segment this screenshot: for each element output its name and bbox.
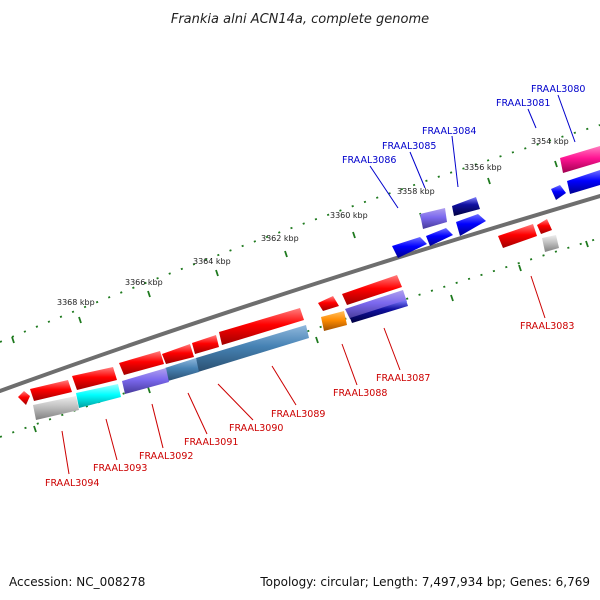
major-tick xyxy=(554,160,558,168)
gene-label-fraal3093: FRAAL3093 xyxy=(93,463,147,474)
gene-label-fraal3090: FRAAL3090 xyxy=(229,423,283,434)
major-tick xyxy=(352,231,356,239)
scale-label: 3360 kbp xyxy=(330,211,368,220)
scale-label: 3368 kbp xyxy=(57,298,95,307)
leader-line xyxy=(217,383,254,421)
leader-line xyxy=(105,418,118,461)
leader-line xyxy=(187,392,208,435)
gene-arrow-edge-left[interactable] xyxy=(18,391,30,405)
gene-label-fraal3086: FRAAL3086 xyxy=(342,155,396,166)
scale-label: 3356 kbp xyxy=(464,163,502,172)
gene-label-fraal3088: FRAAL3088 xyxy=(333,388,387,399)
gene-label-fraal3085: FRAAL3085 xyxy=(382,141,436,152)
major-tick xyxy=(147,290,151,298)
gene-label-fraal3083: FRAAL3083 xyxy=(520,321,574,332)
gene-arrow-fraal3093[interactable] xyxy=(72,367,117,390)
gene-arrow-fraal3084-pseudo[interactable] xyxy=(452,197,480,216)
scale-label: 3358 kbp xyxy=(397,187,435,196)
gene-arrow-fraal3087[interactable] xyxy=(342,275,402,305)
gene-arrow-fraal3083-b[interactable] xyxy=(537,219,552,234)
gene-arrow-fraal3084[interactable] xyxy=(456,214,486,236)
gene-arrow-fraal3089[interactable] xyxy=(219,308,304,345)
major-tick xyxy=(78,316,82,324)
gene-arrow-fraal3092-rna[interactable] xyxy=(122,368,169,394)
gene-label-fraal3084: FRAAL3084 xyxy=(422,126,476,137)
leader-line xyxy=(271,365,297,406)
gene-arrow-fraal3090[interactable] xyxy=(192,335,219,354)
scale-label: 3354 kbp xyxy=(531,137,569,146)
leader-line xyxy=(451,135,459,188)
gene-label-fraal3080: FRAAL3080 xyxy=(531,84,585,95)
gene-arrow-fraal3080[interactable] xyxy=(560,146,600,173)
major-tick xyxy=(147,386,151,394)
gene-arrow-fraal3083[interactable] xyxy=(498,224,537,248)
leader-line xyxy=(383,327,401,371)
accession-text: Accession: NC_008278 xyxy=(9,575,145,589)
major-tick xyxy=(11,336,15,344)
major-tick xyxy=(487,177,491,185)
leader-line xyxy=(557,94,576,143)
gene-label-fraal3092: FRAAL3092 xyxy=(139,451,193,462)
major-tick xyxy=(215,269,219,277)
leader-line xyxy=(61,430,70,475)
gene-arrow-fraal3092[interactable] xyxy=(119,351,164,375)
leader-line xyxy=(530,275,546,319)
gene-arrow-fraal3088[interactable] xyxy=(318,296,339,311)
leader-line xyxy=(151,403,164,449)
leader-line xyxy=(369,165,399,209)
gene-arrow-fraal3085-cds[interactable] xyxy=(426,228,453,246)
major-tick xyxy=(585,240,589,248)
gene-arrow-fraal3081[interactable] xyxy=(567,170,600,194)
leader-line xyxy=(341,343,358,386)
gene-label-fraal3087: FRAAL3087 xyxy=(376,373,430,384)
scale-label: 3366 kbp xyxy=(125,278,163,287)
outer-scale-track xyxy=(0,124,600,343)
major-tick xyxy=(518,264,522,272)
major-tick xyxy=(284,250,288,258)
gene-arrow-fraal3089-rna[interactable] xyxy=(196,325,309,372)
major-tick xyxy=(450,294,454,302)
gene-arrow-fraal3085[interactable] xyxy=(420,208,447,229)
gene-arrow-fraal3091[interactable] xyxy=(162,344,194,364)
gene-arrow-fraal3087-navy[interactable] xyxy=(350,300,408,323)
gene-arrow-small-forward[interactable] xyxy=(551,185,566,200)
scale-label: 3364 kbp xyxy=(193,257,231,266)
gene-label-fraal3081: FRAAL3081 xyxy=(496,98,550,109)
gene-label-fraal3091: FRAAL3091 xyxy=(184,437,238,448)
gene-arrow-fraal3093-rna[interactable] xyxy=(76,384,121,408)
gene-arrow-fraal3094-pseudo[interactable] xyxy=(33,396,79,420)
major-tick xyxy=(33,425,37,433)
genome-backbone xyxy=(0,194,600,393)
genome-summary-text: Topology: circular; Length: 7,497,934 bp… xyxy=(259,575,590,589)
gene-arrow-fraal3094[interactable] xyxy=(30,380,72,401)
leader-lines xyxy=(61,94,576,475)
gene-arrow-fraal3087-rna[interactable] xyxy=(345,290,407,319)
gene-label-fraal3094: FRAAL3094 xyxy=(45,478,99,489)
gene-arrow-fraal3086[interactable] xyxy=(392,237,427,258)
scale-label: 3362 kbp xyxy=(261,234,299,243)
leader-line xyxy=(527,108,537,129)
leader-line xyxy=(409,151,426,189)
gene-arrow-fraal3088-rna[interactable] xyxy=(321,311,347,331)
map-title: Frankia alni ACN14a, complete genome xyxy=(171,12,429,27)
gene-label-fraal3089: FRAAL3089 xyxy=(271,409,325,420)
major-tick xyxy=(315,336,319,344)
gene-arrow-fraal3091-rna[interactable] xyxy=(165,358,199,381)
gene-arrow-fraal3083-pseudo[interactable] xyxy=(542,235,559,252)
scale-major-ticks xyxy=(11,160,589,433)
